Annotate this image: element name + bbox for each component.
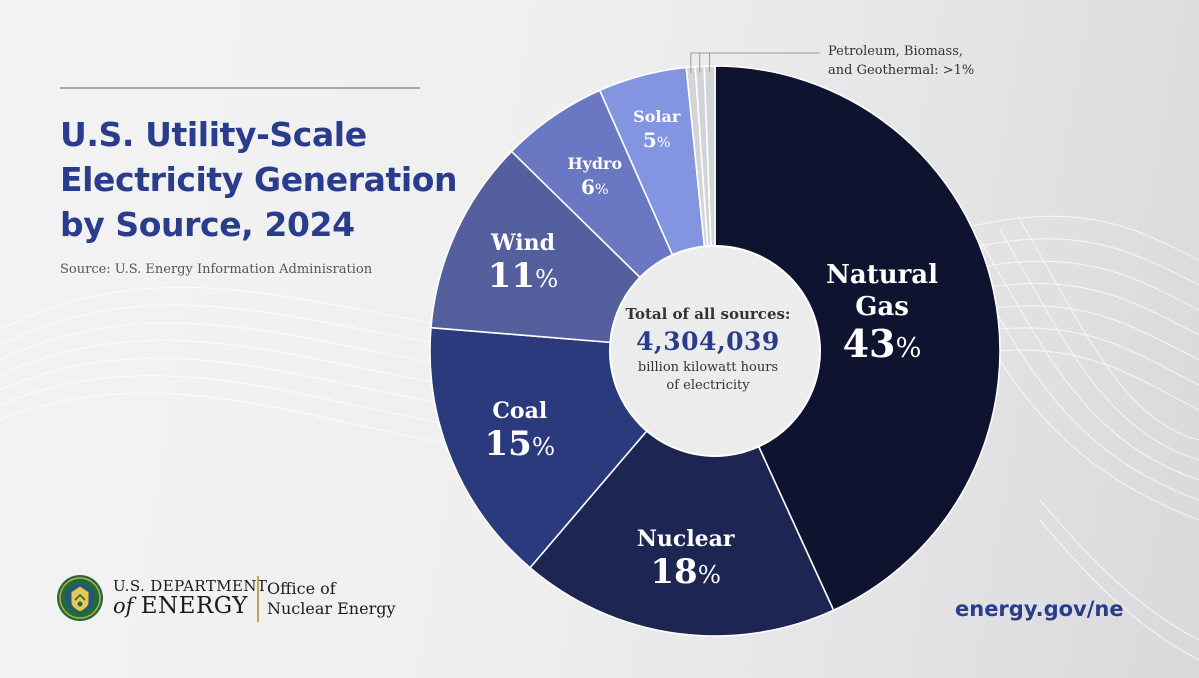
center-unit: billion kilowatt hours of electricity — [610, 359, 806, 395]
slice-percent: 18% — [650, 552, 721, 593]
center-value: 4,304,039 — [636, 327, 780, 356]
slice-percent: 15% — [484, 423, 556, 464]
center-circle — [609, 245, 821, 457]
agency-of: of — [113, 594, 134, 618]
office-line: Nuclear Energy — [267, 599, 396, 618]
source-note: Source: U.S. Energy Information Adminisr… — [60, 262, 373, 277]
callout-leaders — [690, 52, 820, 73]
logo-divider — [257, 576, 259, 622]
header-rule — [60, 87, 420, 89]
doe-logo: U.S. DEPARTMENT of ENERGY Office of Nucl… — [56, 574, 416, 630]
slice-percent: 6% — [580, 175, 609, 200]
pie-slice-nuclear — [528, 349, 835, 637]
slice-label-solar: Solar 5% — [633, 106, 680, 155]
slice-label-natural-gas: Natural Gas 43% — [826, 259, 938, 370]
title-line: by Source, 2024 — [60, 205, 355, 244]
slice-name: Hydro — [567, 154, 623, 174]
title-line: Electricity Generation — [60, 160, 458, 199]
slice-percent: 11% — [487, 255, 559, 296]
slice-name: Gas — [855, 292, 909, 323]
callout-line: Petroleum, Biomass, — [828, 44, 964, 59]
minor-sources-callout: Petroleum, Biomass, and Geothermal: >1% — [828, 42, 974, 80]
callout-line: and Geothermal: >1% — [828, 63, 975, 78]
slice-label-nuclear: Nuclear 18% — [637, 525, 735, 594]
doe-seal-icon — [57, 575, 103, 621]
agency-name-top: U.S. DEPARTMENT — [113, 577, 268, 595]
center-total: Total of all sources: 4,304,039 billion … — [610, 305, 806, 395]
slice-label-hydro: Hydro 6% — [567, 153, 622, 202]
slice-name: Natural — [826, 260, 939, 291]
slice-name: Solar — [633, 107, 681, 127]
center-label: Total of all sources: — [625, 305, 791, 323]
slice-label-wind: Wind 11% — [488, 229, 559, 298]
center-unit-line: billion kilowatt hours — [637, 360, 779, 375]
slice-name: Nuclear — [636, 526, 735, 553]
slice-percent: 43% — [842, 321, 922, 367]
slice-label-coal: Coal 15% — [485, 397, 556, 466]
slice-percent: 5% — [642, 128, 671, 153]
title-line: U.S. Utility-Scale — [60, 115, 367, 154]
slice-name: Wind — [490, 229, 556, 256]
page-title: U.S. Utility-Scale Electricity Generatio… — [60, 112, 480, 247]
agency-name-bottom: of ENERGY — [113, 593, 248, 619]
office-line: Office of — [267, 579, 336, 598]
agency-energy: ENERGY — [140, 593, 248, 619]
slice-name: Coal — [492, 397, 548, 424]
office-name: Office of Nuclear Energy — [267, 579, 396, 619]
center-unit-line: of electricity — [666, 378, 750, 393]
callout-leader-geothermal — [709, 52, 820, 73]
website-link[interactable]: energy.gov/ne — [955, 597, 1124, 621]
pie-slice-natural-gas — [714, 65, 1001, 612]
